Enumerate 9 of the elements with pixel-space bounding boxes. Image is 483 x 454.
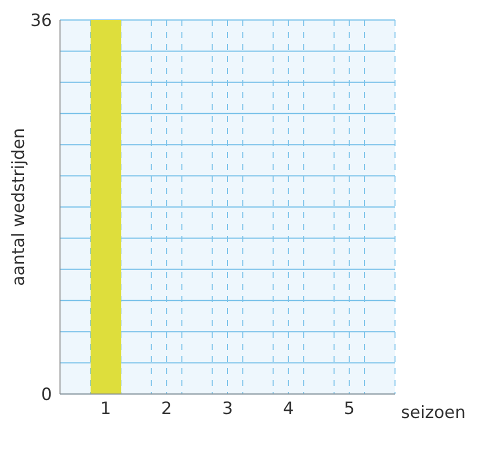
x-tick-label: 2 <box>161 399 172 420</box>
y-tick-label: 0 <box>41 385 52 406</box>
x-tick-label: 3 <box>222 399 233 420</box>
x-tick-label: 5 <box>344 399 355 420</box>
y-axis-title: aantal wedstrijden <box>9 128 30 286</box>
x-tick-label: 4 <box>282 399 294 420</box>
y-tick-label: 36 <box>30 11 52 32</box>
x-tick-label: 1 <box>100 399 112 420</box>
x-axis-title: seizoen <box>401 403 466 423</box>
